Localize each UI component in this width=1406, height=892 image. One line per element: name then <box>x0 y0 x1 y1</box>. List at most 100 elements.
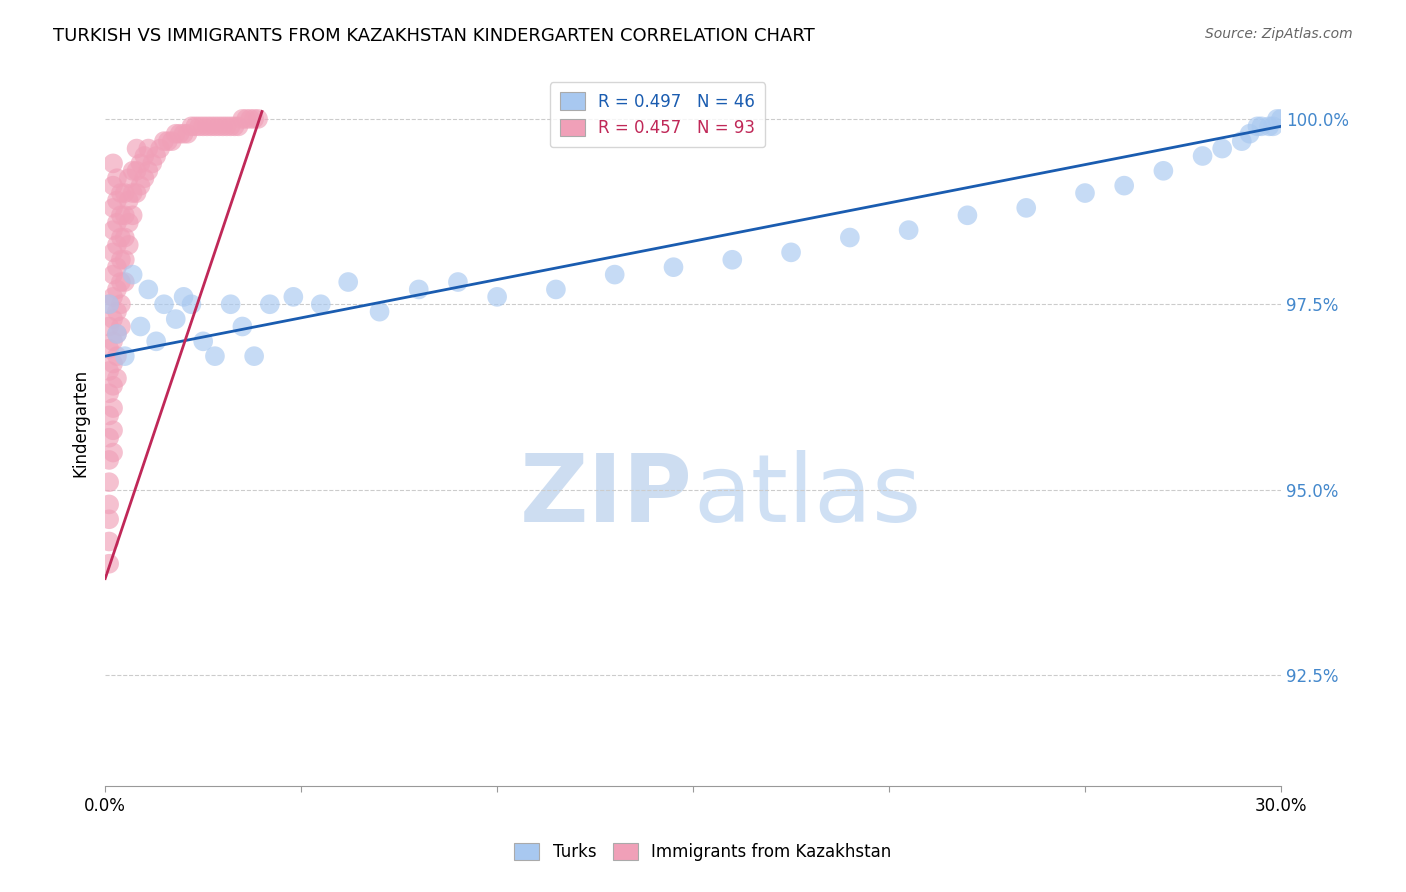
Point <box>956 208 979 222</box>
Point <box>165 127 187 141</box>
Point <box>235 112 257 126</box>
Point <box>98 319 121 334</box>
Point <box>1114 178 1136 193</box>
Y-axis label: Kindergarten: Kindergarten <box>72 368 89 477</box>
Point <box>101 268 124 282</box>
Point <box>125 186 148 200</box>
Point <box>160 134 183 148</box>
Point <box>105 304 128 318</box>
Point <box>98 431 121 445</box>
Text: ZIP: ZIP <box>520 450 693 541</box>
Point <box>208 120 231 134</box>
Point <box>118 194 141 208</box>
Point <box>247 112 270 126</box>
Point <box>121 186 143 200</box>
Point <box>98 297 121 311</box>
Point <box>180 120 202 134</box>
Point <box>101 334 124 349</box>
Point <box>101 312 124 326</box>
Point <box>243 349 266 363</box>
Point <box>169 127 191 141</box>
Point <box>98 409 121 423</box>
Point <box>838 230 860 244</box>
Point <box>204 120 226 134</box>
Point <box>145 334 167 349</box>
Point <box>98 557 121 571</box>
Point <box>98 453 121 467</box>
Point <box>101 401 124 415</box>
Point <box>1270 112 1292 126</box>
Point <box>1265 112 1288 126</box>
Point <box>129 156 152 170</box>
Point <box>105 216 128 230</box>
Point <box>897 223 920 237</box>
Point <box>180 297 202 311</box>
Point <box>105 260 128 275</box>
Point <box>105 238 128 252</box>
Point <box>105 194 128 208</box>
Point <box>101 223 124 237</box>
Point <box>129 319 152 334</box>
Point <box>1015 201 1038 215</box>
Point <box>408 282 430 296</box>
Point <box>98 475 121 490</box>
Point <box>114 275 136 289</box>
Point <box>156 134 179 148</box>
Point <box>101 379 124 393</box>
Point <box>101 156 124 170</box>
Point <box>211 120 233 134</box>
Point <box>101 178 124 193</box>
Point <box>105 349 128 363</box>
Point <box>1211 142 1233 156</box>
Point <box>219 297 242 311</box>
Point <box>193 120 215 134</box>
Point <box>219 120 242 134</box>
Point <box>309 297 332 311</box>
Point <box>1074 186 1097 200</box>
Point <box>105 171 128 186</box>
Point <box>98 534 121 549</box>
Point <box>105 326 128 341</box>
Legend: R = 0.497   N = 46, R = 0.457   N = 93: R = 0.497 N = 46, R = 0.457 N = 93 <box>550 82 765 147</box>
Point <box>136 142 159 156</box>
Point <box>176 127 198 141</box>
Point <box>121 208 143 222</box>
Point <box>110 186 132 200</box>
Point <box>98 512 121 526</box>
Point <box>188 120 211 134</box>
Point <box>121 268 143 282</box>
Point <box>1191 149 1213 163</box>
Point <box>780 245 803 260</box>
Point <box>118 171 141 186</box>
Point <box>114 230 136 244</box>
Point <box>110 275 132 289</box>
Point <box>110 252 132 267</box>
Point <box>134 149 156 163</box>
Point <box>110 319 132 334</box>
Point <box>231 112 253 126</box>
Point <box>153 134 176 148</box>
Point <box>136 163 159 178</box>
Point <box>200 120 222 134</box>
Point <box>193 334 215 349</box>
Point <box>98 364 121 378</box>
Point <box>136 282 159 296</box>
Point <box>224 120 246 134</box>
Point <box>1239 127 1261 141</box>
Point <box>259 297 281 311</box>
Point <box>101 423 124 437</box>
Point <box>1261 120 1284 134</box>
Point <box>228 120 250 134</box>
Point <box>231 319 253 334</box>
Point <box>141 156 163 170</box>
Point <box>114 349 136 363</box>
Point <box>184 120 207 134</box>
Point <box>153 297 176 311</box>
Point <box>110 297 132 311</box>
Point <box>114 186 136 200</box>
Point <box>337 275 360 289</box>
Legend: Turks, Immigrants from Kazakhstan: Turks, Immigrants from Kazakhstan <box>508 836 898 868</box>
Point <box>721 252 744 267</box>
Point <box>98 386 121 401</box>
Point <box>1230 134 1253 148</box>
